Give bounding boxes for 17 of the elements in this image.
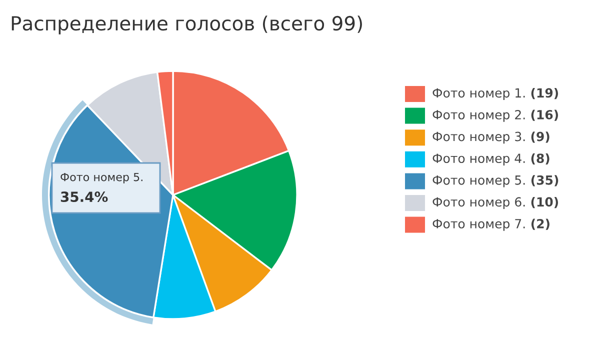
legend-label: Фото номер 4. [432,154,525,166]
legend-label: Фото номер 7. [432,219,525,231]
legend-label: Фото номер 6. [432,197,525,210]
legend-label: Фото номер 3. [432,132,525,144]
text: Фото номер 5. [60,172,142,184]
data-label: (2) [531,218,550,230]
text: 35.4% [60,192,108,202]
legend-label: Фото номер 2. [432,110,525,122]
legend-label: Фото номер 1. [432,88,525,100]
chart-title: Распределение голосов (всего 99) [12,16,362,34]
data-label: (10) [531,196,558,208]
data-label: (35) [531,175,558,186]
legend-label: Фото номер 5. [432,176,525,188]
data-label: (19) [531,88,558,100]
data-label: (9) [531,132,550,143]
data-label: (16) [531,110,558,121]
data-label: (8) [531,153,550,164]
